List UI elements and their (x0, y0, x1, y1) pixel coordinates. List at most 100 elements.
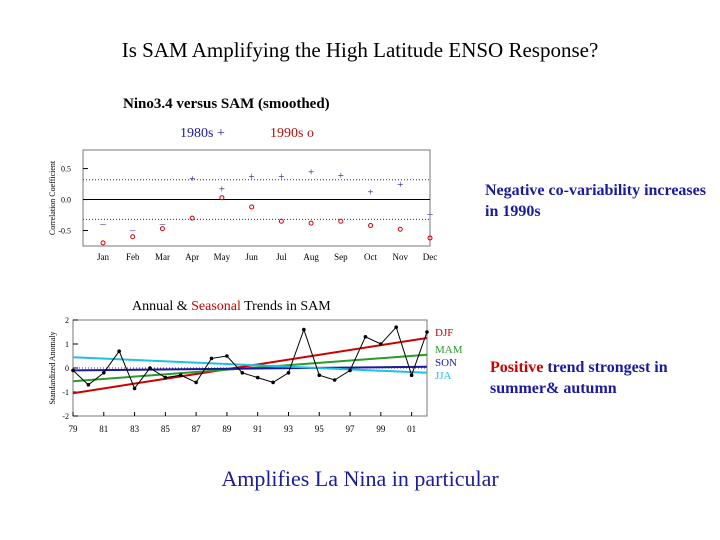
trend-x-tick-label: 79 (69, 424, 79, 434)
annual-point-1997 (348, 368, 352, 373)
positive-trend-note: Positive trend strongest in summer& autu… (490, 357, 715, 399)
trend-y-axis-label: Standardized Anomaly (48, 331, 57, 404)
annual-point-2002 (425, 330, 429, 334)
annual-point-1987 (194, 380, 198, 385)
trend-x-tick-label: 99 (376, 424, 386, 434)
y-tick-label: -0.5 (58, 227, 71, 236)
positive-word: Positive (490, 359, 544, 376)
annual-point-1990 (240, 371, 245, 375)
bottom-text: Amplifies La Nina in particular (221, 466, 499, 491)
annual-point-1985 (163, 375, 168, 380)
point-1980s-sep: + (338, 170, 344, 182)
annual-point-1982 (117, 349, 121, 354)
point-1990s-mar (159, 226, 165, 232)
point-1980s-aug: + (308, 167, 314, 179)
x-tick-label: Dec (423, 252, 438, 262)
x-tick-label: Jun (245, 252, 258, 262)
annual-point-1993 (286, 371, 291, 375)
legend-1980s: 1980s + (180, 126, 225, 141)
trend-x-tick-label: 87 (192, 424, 202, 434)
point-1990s-dec (427, 235, 433, 241)
point-1980s-jun: + (249, 171, 255, 183)
annual-point-1988 (209, 356, 214, 361)
trend-line-son (72, 365, 428, 372)
x-tick-label: Aug (303, 252, 319, 262)
point-1990s-nov (397, 226, 403, 232)
annual-point-1991 (255, 375, 260, 380)
annual-point-2000 (394, 325, 399, 330)
annual-point-1981 (101, 371, 106, 375)
point-1990s-sep (338, 218, 344, 224)
trend-y-tick-label: -2 (62, 412, 69, 421)
x-tick-label: Jan (97, 252, 109, 262)
negative-covariability-note: Negative co-variability increases in 199… (485, 182, 706, 220)
legend-1990s: 1990s o (270, 126, 314, 141)
trend-title-plain: Annual & (132, 299, 188, 314)
point-1990s-aug (308, 220, 314, 226)
annual-point-1979 (71, 368, 75, 373)
point-1990s-apr (189, 215, 195, 221)
y-tick-label: 0.5 (61, 165, 71, 174)
trend-x-tick-label: 89 (222, 424, 232, 434)
point-1990s-may (219, 195, 225, 201)
annual-point-1980 (86, 383, 91, 387)
annual-point-1983 (132, 386, 137, 391)
x-tick-label: Sep (334, 252, 348, 262)
x-tick-label: Jul (276, 252, 287, 262)
annual-point-1996 (332, 378, 337, 382)
trend-chart-title: Annual & Seasonal Trends in SAM (132, 299, 331, 315)
point-1990s-jan (100, 240, 106, 246)
annual-point-1992 (271, 380, 275, 385)
positive-note-rest: trend strongest in summer& autumn (490, 359, 668, 397)
point-1990s-feb (130, 234, 136, 240)
trend-x-tick-label: 83 (130, 424, 140, 434)
trend-x-tick-label: 97 (346, 424, 356, 434)
annual-point-1989 (225, 354, 229, 358)
trend-x-tick-label: 81 (99, 424, 108, 434)
annual-point-1986 (178, 373, 183, 378)
point-1980s-jul: + (278, 171, 284, 183)
annual-point-1995 (317, 373, 322, 378)
point-1980s-feb: – (129, 224, 136, 236)
point-1980s-may: + (219, 183, 225, 195)
annual-point-1998 (363, 335, 368, 339)
trend-x-tick-label: 01 (407, 424, 416, 434)
annual-point-1984 (148, 366, 152, 370)
annual-sam-line (72, 326, 428, 390)
point-1980s-dec: – (426, 208, 433, 220)
corr-plot-frame (82, 149, 431, 247)
point-1980s-mar: – (159, 218, 166, 230)
y-tick-label: 0.0 (61, 196, 71, 205)
correlation-chart-title: Nino3.4 versus SAM (smoothed) (123, 96, 330, 112)
trend-y-tick-label: 0 (65, 364, 69, 373)
trend-line-jja (72, 356, 428, 374)
point-1990s-jul (278, 218, 284, 224)
annual-point-2001 (409, 373, 414, 378)
point-1980s-nov: + (397, 179, 403, 191)
trend-title-rest: Trends in SAM (244, 299, 331, 314)
trend-y-tick-label: 1 (65, 340, 69, 349)
trend-x-tick-label: 93 (284, 424, 294, 434)
x-tick-label: Feb (126, 252, 140, 262)
legend-son: SON (435, 357, 457, 369)
trend-title-seasonal: Seasonal (191, 299, 241, 314)
point-1990s-oct (368, 223, 374, 229)
point-1990s-jun (249, 204, 255, 210)
trend-x-tick-label: 95 (315, 424, 325, 434)
x-tick-label: Nov (393, 252, 409, 262)
legend-mam: MAM (435, 344, 463, 356)
x-tick-label: Oct (364, 252, 377, 262)
trend-y-tick-label: -1 (62, 388, 69, 397)
x-tick-label: May (214, 252, 231, 262)
x-tick-label: Apr (185, 252, 199, 262)
legend-jja: JJA (435, 370, 452, 382)
y-axis-label: Correlation Coefficient (48, 160, 57, 235)
annual-point-1999 (379, 342, 383, 346)
x-tick-label: Mar (155, 252, 170, 262)
annual-point-1994 (302, 327, 306, 332)
trend-y-tick-label: 2 (65, 316, 69, 325)
point-1980s-apr: + (189, 173, 195, 185)
trend-x-tick-label: 91 (253, 424, 262, 434)
